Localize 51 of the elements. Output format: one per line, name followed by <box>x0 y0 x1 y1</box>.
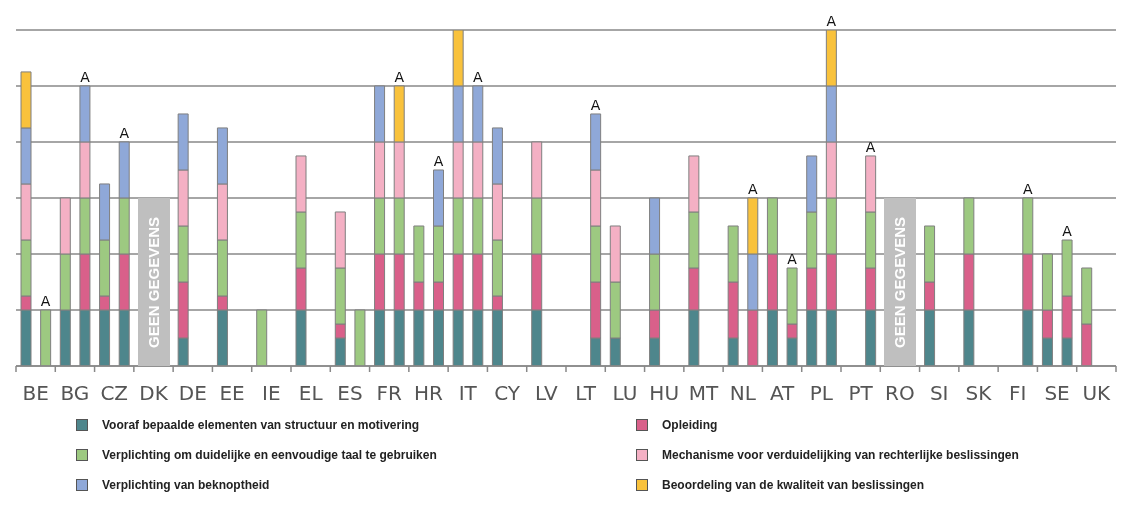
x-tick-label: UK <box>1082 381 1112 405</box>
total-label: A <box>865 138 876 155</box>
total-label: A <box>787 250 798 267</box>
x-tick-label: SK <box>965 381 993 405</box>
x-tick-label: SI <box>929 381 949 405</box>
x-tick-label: BE <box>22 381 49 405</box>
x-tick-label: FI <box>1009 381 1027 405</box>
total-label: A <box>1062 223 1073 239</box>
x-tick-label: LT <box>575 381 597 405</box>
legend-label: Verplichting om duidelijke en eenvoudige taal te gebruiken <box>102 448 437 462</box>
total-label: A <box>473 68 483 85</box>
annotation: GEEN GEGEVENS <box>145 216 162 348</box>
x-tick-label: MT <box>688 381 720 405</box>
annotation: GEEN GEGEVENS <box>891 216 909 348</box>
x-tick-label: PL <box>809 381 834 405</box>
x-tick-label: IT <box>458 381 478 405</box>
x-tick-label: EL <box>298 381 324 405</box>
total-label: A <box>394 68 405 85</box>
x-tick-label: IE <box>262 381 281 405</box>
placeholder-box: GEEN GEGEVENS <box>883 198 916 366</box>
x-tick-label: LU <box>612 381 638 405</box>
x-tick-label: DK <box>139 381 169 405</box>
legend-label: Verplichting van beknoptheid <box>102 478 270 492</box>
legend-label: Beoordeling van de kwaliteit van beslissingen <box>662 478 925 492</box>
x-tick-label: RO <box>885 381 915 405</box>
legend-label: Opleiding <box>662 418 718 432</box>
x-tick-label: CZ <box>100 381 129 405</box>
x-tick-label: NL <box>729 381 757 405</box>
x-tick-label: HU <box>649 381 680 405</box>
x-tick-label: PT <box>848 381 874 405</box>
placeholder-box: GEEN GEGEVENS <box>137 198 170 366</box>
legend-label: Mechanisme voor verduidelijking van rechterlijke beslissingen <box>662 448 1019 462</box>
x-tick-label: FR <box>376 381 403 405</box>
total-label: A <box>40 292 51 309</box>
total-label: A <box>119 124 130 141</box>
x-tick-label: BG <box>60 381 90 405</box>
x-tick-label: SE <box>1044 381 1070 405</box>
x-tick-label: HR <box>414 381 444 405</box>
total-label: A <box>826 13 837 29</box>
x-tick-label: EE <box>219 381 245 405</box>
x-tick-label: CY <box>494 381 521 405</box>
total-label: A <box>748 180 758 197</box>
x-tick-label: LV <box>535 381 558 405</box>
legend-label: Vooraf bepaalde elementen van structuur en motivering <box>102 418 420 432</box>
x-tick-label: DE <box>178 381 207 405</box>
total-label: A <box>433 152 444 169</box>
x-tick-label: ES <box>337 381 363 405</box>
total-label: A <box>590 96 601 113</box>
x-tick-label: AT <box>769 381 796 405</box>
total-label: A <box>80 68 91 85</box>
total-label: A <box>1023 180 1033 197</box>
